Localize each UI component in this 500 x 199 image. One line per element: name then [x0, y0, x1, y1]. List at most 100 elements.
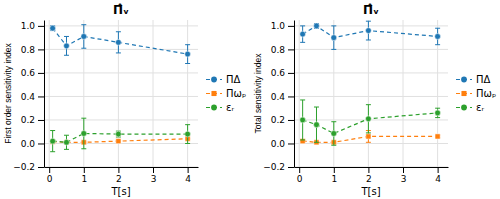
x-axis-title: T[s]: [110, 186, 130, 197]
legend-label: Πωₚ: [476, 88, 496, 99]
point: [116, 39, 122, 45]
grid-line: [44, 96, 198, 97]
error-bar: [116, 32, 121, 53]
tick-mark: [188, 167, 189, 173]
point: [185, 131, 191, 137]
grid-line: [44, 119, 198, 120]
legend-marker: [461, 77, 467, 83]
tick: 1.0: [21, 21, 44, 31]
point: [64, 139, 70, 145]
tick-mark: [334, 167, 335, 173]
legend-label: ΠΔ: [226, 74, 241, 85]
tick: 0.0: [21, 139, 44, 149]
tick-mark: [38, 143, 44, 144]
legend-entry: Πωₚ: [206, 88, 246, 99]
tick-label: 0.0: [21, 139, 36, 149]
y-axis: −0.20.00.20.40.60.81.0: [13, 21, 44, 173]
point: [366, 116, 372, 122]
tick-mark: [153, 167, 154, 173]
x-axis: 01234: [295, 167, 449, 184]
grid-line: [44, 72, 198, 73]
legend-marker: [461, 105, 467, 111]
axis-line: [295, 167, 449, 168]
tick-label: 3: [401, 174, 407, 184]
tick: 0: [47, 167, 53, 184]
tick: 0: [297, 167, 303, 184]
point: [50, 138, 56, 144]
panel: 01234−0.20.00.20.40.60.81.0ΠΔΠωₚεᵣ: [263, 20, 496, 184]
tick-mark: [49, 167, 50, 173]
tick-mark: [84, 167, 85, 173]
axis-line: [44, 21, 45, 168]
point: [64, 140, 69, 145]
tick: 0.6: [271, 68, 294, 78]
error-bar: [314, 107, 319, 142]
grid-line: [299, 20, 300, 167]
point: [300, 31, 306, 37]
plot-area: [50, 25, 191, 152]
legend-entry: ΠΔ: [456, 74, 491, 85]
tick: 0.0: [271, 139, 294, 149]
grid-line: [294, 96, 448, 97]
series-line: [53, 28, 188, 54]
tick-mark: [38, 96, 44, 97]
tick-label: 1: [331, 174, 337, 184]
error-bar: [314, 24, 319, 29]
tick-label: 1.0: [271, 21, 286, 31]
point: [81, 131, 87, 137]
tick: 0.2: [271, 115, 294, 125]
legend-entry: εᵣ: [206, 102, 234, 113]
tick: 1: [81, 167, 87, 184]
tick-mark: [288, 143, 294, 144]
tick-label: 1.0: [21, 21, 36, 31]
legend-marker: [211, 105, 217, 111]
tick-label: 0.2: [271, 115, 285, 125]
x-axis: 0 1 2 3 4: [45, 167, 199, 184]
legend-marker: [461, 91, 466, 96]
tick-label: 0.0: [271, 139, 286, 149]
axis-line: [45, 167, 199, 168]
tick-mark: [38, 167, 44, 168]
error-bar: [81, 118, 86, 149]
point: [435, 134, 440, 139]
point: [50, 139, 55, 144]
series-line: [303, 26, 438, 38]
tick: 1.0: [271, 21, 294, 31]
grid-line: [153, 20, 154, 167]
legend-marker: [211, 91, 216, 96]
grid-line: [403, 20, 404, 167]
legend-entry: εᵣ: [456, 102, 484, 113]
grid: [44, 20, 198, 167]
tick-label: 0: [47, 174, 53, 184]
legend-label: εᵣ: [226, 102, 234, 113]
tick-mark: [118, 167, 119, 173]
tick-mark: [288, 120, 294, 121]
tick: 2: [366, 167, 372, 184]
tick: −0.2: [263, 162, 294, 172]
tick-label: 2: [116, 174, 122, 184]
point: [64, 43, 70, 49]
tick-label: 1: [81, 174, 87, 184]
point: [300, 117, 306, 123]
error-bar: [50, 26, 55, 31]
grid-line: [294, 167, 448, 168]
grid-line: [368, 20, 369, 167]
point: [366, 28, 372, 34]
grid-line: [44, 25, 198, 26]
tick-label: 0.4: [271, 92, 286, 102]
tick-label: 3: [151, 174, 157, 184]
error-bar: [116, 131, 121, 137]
tick: 4: [185, 167, 191, 184]
error-bar: [366, 21, 371, 40]
tick-mark: [38, 73, 44, 74]
tick-label: 0: [297, 174, 303, 184]
tick: 0.4: [21, 92, 44, 102]
error-bar: [435, 108, 440, 117]
error-bar: [50, 131, 55, 152]
point: [185, 51, 191, 57]
point: [331, 131, 337, 137]
tick-mark: [288, 96, 294, 97]
legend-marker: [211, 77, 217, 83]
point: [50, 25, 56, 31]
point: [314, 122, 320, 128]
